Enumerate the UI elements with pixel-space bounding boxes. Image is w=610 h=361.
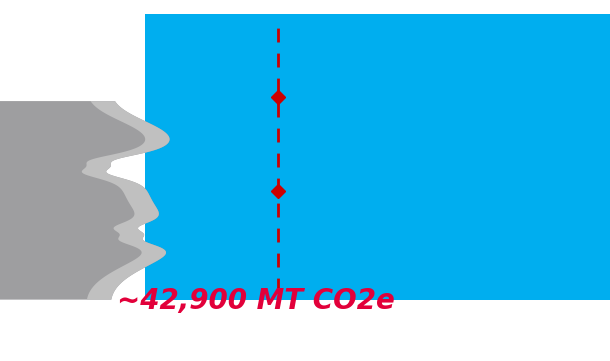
Text: ~42,900 MT CO2e: ~42,900 MT CO2e bbox=[117, 287, 395, 315]
Polygon shape bbox=[0, 101, 170, 300]
Polygon shape bbox=[82, 101, 170, 300]
Bar bbox=[145, 14, 610, 300]
